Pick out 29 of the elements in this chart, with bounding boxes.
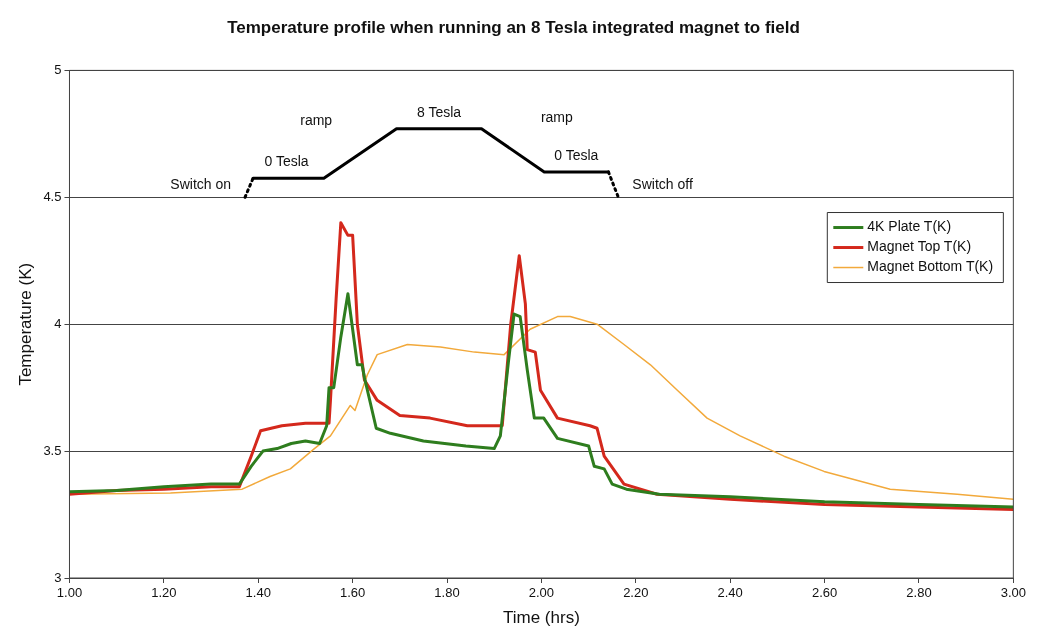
annotation: 0 Tesla [554,146,599,163]
y-tick-label: 3 [54,569,62,585]
x-tick-label: 3.00 [1000,585,1027,601]
annotation: 8 Tesla [416,103,462,120]
annotation: Switch on [170,176,232,193]
x-tick-label: 2.40 [717,585,743,601]
annotation: ramp [540,109,574,126]
x-axis-title: Time (hrs) [503,608,580,628]
y-tick-label: 4 [54,315,62,331]
y-tick-label: 3.5 [43,442,62,458]
y-tick-label: 5 [54,61,62,77]
x-tick-label: 1.00 [56,585,83,601]
legend-label: Magnet Top T(K) [867,238,972,255]
annotation: Switch off [632,176,693,193]
legend-label: 4K Plate T(K) [867,218,952,235]
x-tick-label: 1.80 [434,585,460,601]
x-tick-label: 2.00 [528,585,555,601]
x-tick-label: 2.80 [906,585,932,601]
x-tick-label: 1.60 [339,585,366,601]
annotation: ramp [300,112,333,129]
y-axis-title: Temperature (K) [15,262,35,386]
y-tick-label: 4.5 [43,188,62,204]
x-tick-label: 1.40 [245,585,271,601]
x-tick-label: 2.60 [811,585,838,601]
legend-label: Magnet Bottom T(K) [867,258,994,275]
x-tick-label: 2.20 [623,585,649,601]
x-tick-label: 1.20 [151,585,177,601]
chart-title: Temperature profile when running an 8 Tesla integrated magnet to field [227,17,800,37]
annotation: 0 Tesla [264,153,309,170]
